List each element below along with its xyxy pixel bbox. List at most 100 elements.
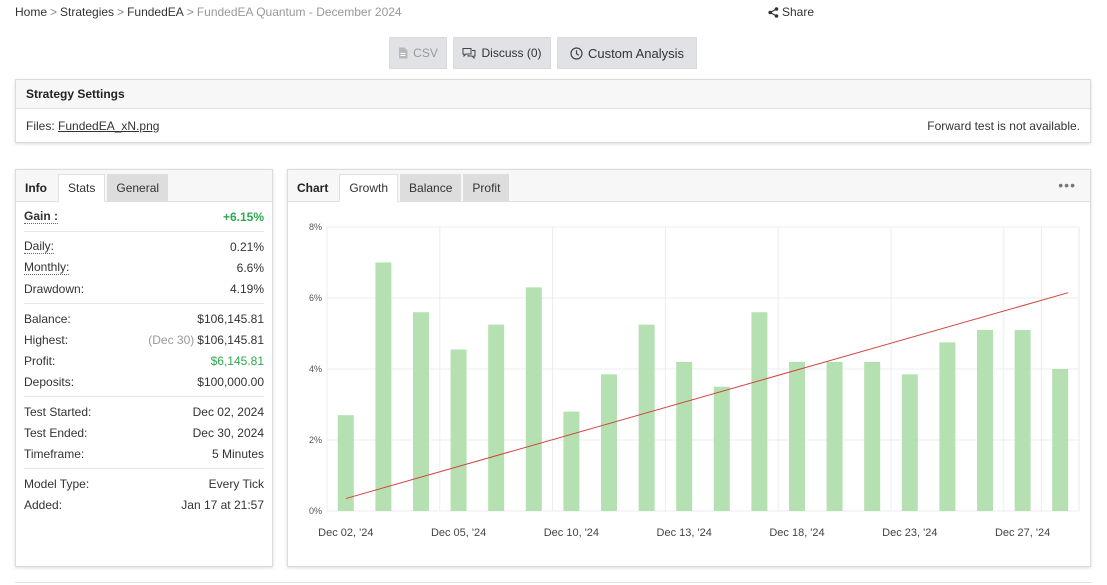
highest-value: $106,145.81: [197, 332, 264, 347]
stat-row-test-started: Test Started: Dec 02, 2024: [24, 401, 264, 422]
comments-icon: [462, 48, 476, 59]
csv-label: CSV: [413, 46, 438, 60]
stats-tabs: Info Stats General: [16, 170, 272, 202]
stat-row-model-type: Model Type: Every Tick: [24, 473, 264, 494]
stat-row-highest: Highest: (Dec 30) $106,145.81: [24, 329, 264, 350]
stats-panel: Info Stats General Gain : +6.15% Daily: …: [15, 169, 273, 567]
breadcrumb-strategies[interactable]: Strategies: [60, 5, 115, 19]
timeframe-label: Timeframe:: [24, 446, 85, 461]
test-started-label: Test Started:: [24, 404, 92, 419]
x-tick-label: Dec 05, '24: [431, 527, 486, 539]
stat-row-drawdown: Drawdown: 4.19%: [24, 278, 264, 299]
share-button[interactable]: Share: [768, 5, 814, 19]
stat-row-daily: Daily: 0.21%: [24, 236, 264, 257]
model-type-value: Every Tick: [208, 476, 264, 491]
x-tick-label: Dec 10, '24: [544, 527, 599, 539]
monthly-value: 6.6%: [236, 260, 264, 275]
highest-date: (Dec 30): [148, 332, 195, 347]
x-tick-label: Dec 02, '24: [318, 527, 373, 539]
y-tick-label: 8%: [309, 222, 322, 232]
discuss-button[interactable]: Discuss (0): [453, 37, 551, 69]
model-type-label: Model Type:: [24, 476, 90, 491]
deposits-value: $100,000.00: [197, 374, 264, 389]
stat-row-test-ended: Test Ended: Dec 30, 2024: [24, 422, 264, 443]
discuss-label: Discuss (0): [481, 46, 542, 60]
chart-bar: [601, 374, 617, 511]
chart-bar: [413, 312, 429, 511]
chart-tabs: Chart Growth Balance Profit: [288, 170, 1090, 202]
strategy-settings-panel: Strategy Settings Files: FundedEA_xN.png…: [15, 79, 1091, 143]
breadcrumb-separator: >: [117, 5, 125, 19]
test-ended-label: Test Ended:: [24, 425, 88, 440]
monthly-label[interactable]: Monthly:: [24, 259, 70, 275]
x-tick-label: Dec 27, '24: [995, 527, 1050, 539]
files-label: Files:: [26, 119, 55, 133]
x-tick-label: Dec 18, '24: [769, 527, 824, 539]
tab-info[interactable]: Info: [25, 180, 47, 195]
breadcrumb: Home > Strategies > FundedEA > FundedEA Quantu…: [15, 5, 402, 19]
daily-label[interactable]: Daily:: [24, 238, 55, 254]
gain-label[interactable]: Gain :: [24, 208, 59, 224]
breadcrumb-separator: >: [186, 5, 194, 19]
file-link[interactable]: FundedEA_xN.png: [58, 119, 160, 133]
chart-panel: Chart Growth Balance Profit ••• 0% 2% 4% 6%…: [287, 169, 1091, 567]
balance-value: $106,145.81: [197, 311, 264, 326]
highest-label: Highest:: [24, 332, 69, 347]
chart-bar: [901, 374, 918, 511]
stat-row-monthly: Monthly: 6.6%: [24, 257, 264, 278]
share-label: Share: [782, 5, 815, 19]
tab-balance[interactable]: Balance: [400, 174, 462, 201]
x-tick-label: Dec 23, '24: [882, 527, 937, 539]
chart-bar: [1014, 329, 1031, 511]
custom-analysis-label: Custom Analysis: [587, 45, 685, 61]
file-icon: [399, 47, 408, 59]
breadcrumb-current: FundedEA Quantum - December 2024: [196, 5, 402, 19]
chart-bar: [563, 411, 580, 511]
forward-test-status: Forward test is not available.: [927, 119, 1080, 133]
chart-bar: [488, 324, 505, 511]
growth-line: [345, 292, 1069, 500]
stat-row-added: Added: Jan 17 at 21:57: [24, 494, 264, 515]
balance-label: Balance:: [24, 311, 71, 326]
tab-chart[interactable]: Chart: [297, 180, 329, 195]
stat-row-balance: Balance: $106,145.81: [24, 308, 264, 329]
tab-general[interactable]: General: [107, 174, 169, 201]
timeframe-value: 5 Minutes: [211, 446, 264, 461]
chart-bar: [789, 361, 805, 511]
stat-row-deposits: Deposits: $100,000.00: [24, 371, 264, 392]
chart-bar: [450, 349, 467, 511]
chart-bar: [977, 329, 993, 511]
chart-bar: [337, 415, 354, 511]
share-icon: [768, 6, 779, 18]
profit-label: Profit:: [24, 353, 56, 368]
chart-bar: [375, 262, 392, 511]
drawdown-label: Drawdown:: [24, 281, 85, 296]
stat-row-profit: Profit: $6,145.81: [24, 350, 264, 371]
y-tick-label: 2%: [309, 435, 322, 445]
chart-bar: [864, 361, 881, 511]
deposits-label: Deposits:: [24, 374, 75, 389]
more-dots-icon[interactable]: •••: [1058, 177, 1076, 193]
clock-icon: [570, 46, 583, 60]
breadcrumb-home[interactable]: Home: [15, 5, 48, 19]
gain-value: +6.15%: [222, 209, 264, 224]
tab-growth[interactable]: Growth: [339, 174, 399, 202]
chart-bar: [1052, 369, 1069, 511]
x-tick-label: Dec 13, '24: [657, 527, 712, 539]
y-tick-label: 6%: [309, 293, 322, 303]
breadcrumb-fundedea[interactable]: FundedEA: [127, 5, 184, 19]
csv-button[interactable]: CSV: [389, 37, 447, 69]
files-row: Files: FundedEA_xN.png: [26, 119, 159, 133]
tab-stats[interactable]: Stats: [58, 174, 106, 202]
chart-bar: [713, 386, 730, 511]
daily-value: 0.21%: [229, 239, 264, 254]
chart-bar: [751, 312, 768, 511]
breadcrumb-separator: >: [50, 5, 58, 19]
custom-analysis-button[interactable]: Custom Analysis: [557, 37, 697, 69]
test-started-value: Dec 02, 2024: [192, 404, 264, 419]
y-tick-label: 0%: [309, 506, 322, 516]
tab-profit[interactable]: Profit: [463, 174, 510, 201]
drawdown-value: 4.19%: [229, 281, 264, 296]
toolbar: CSV Discuss (0) Custom Analysis: [389, 37, 697, 69]
stat-row-gain: Gain : +6.15%: [24, 206, 264, 227]
